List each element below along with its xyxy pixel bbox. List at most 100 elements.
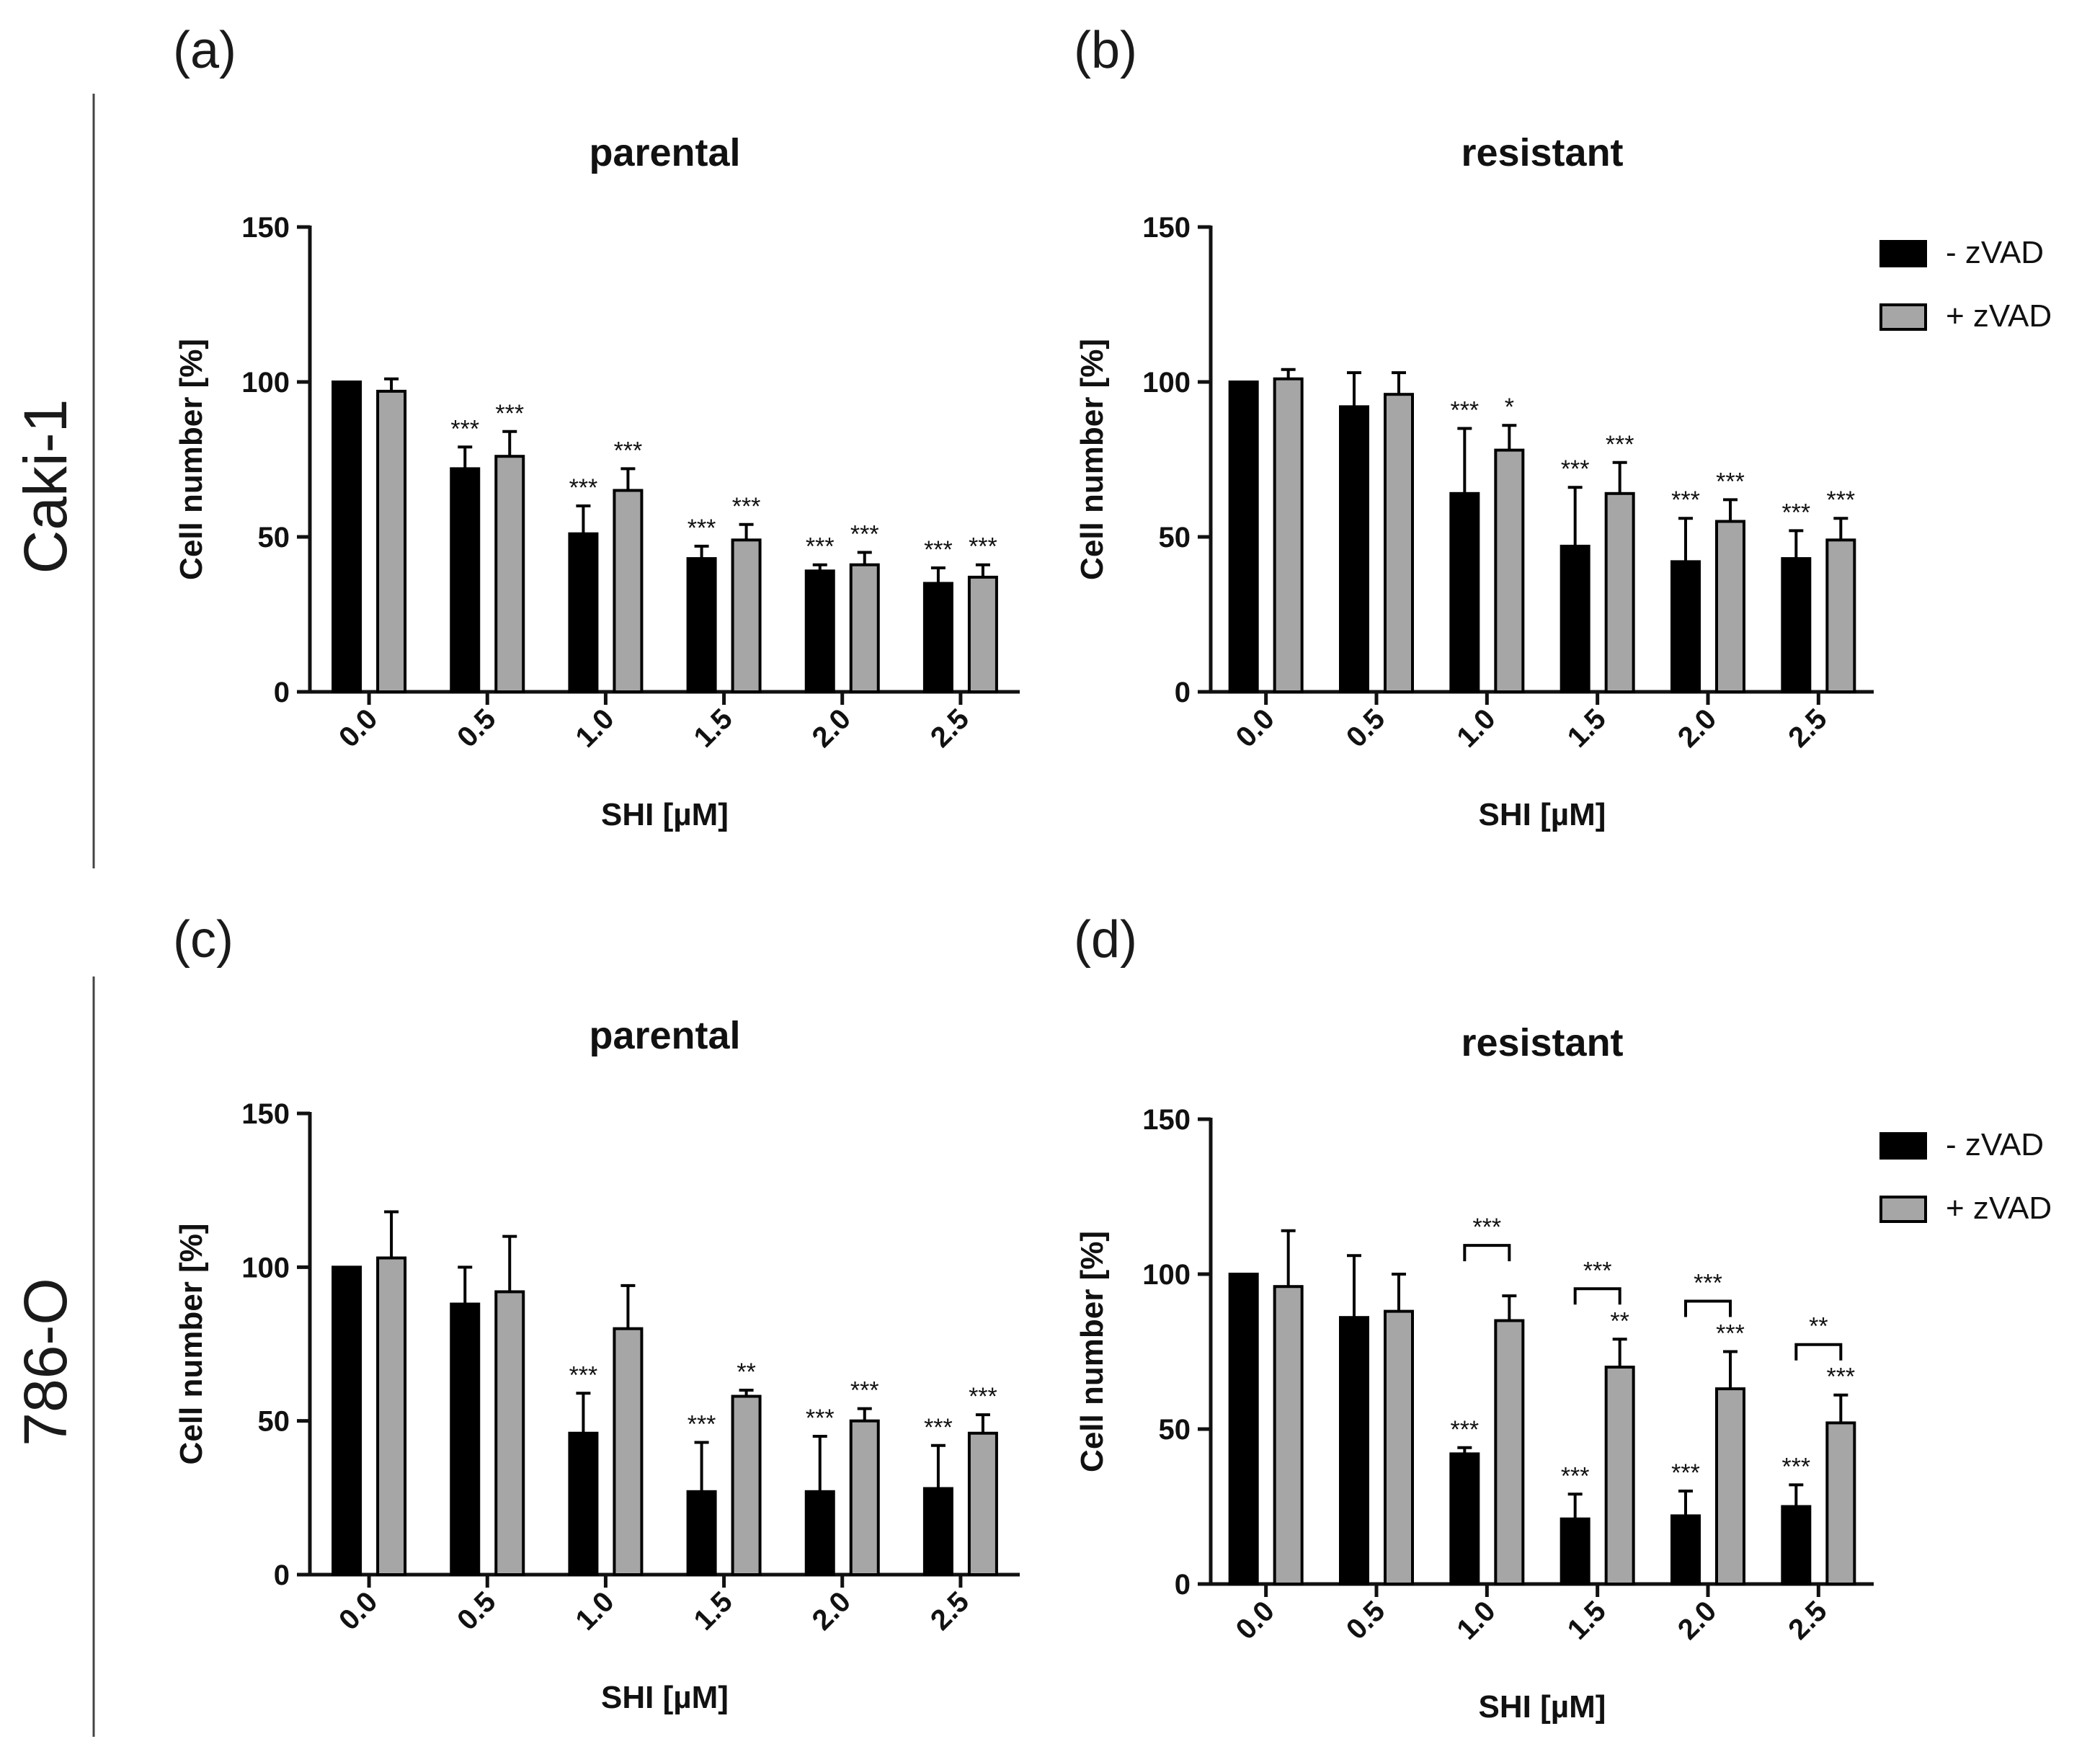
significance-label: *** — [969, 533, 997, 561]
x-tick-label: 1.0 — [569, 703, 620, 753]
x-tick-label: 1.0 — [1451, 1595, 1501, 1645]
x-tick-label: 2.0 — [806, 703, 857, 753]
x-tick-label: 1.5 — [1562, 703, 1612, 753]
panel-letter-d: (d) — [1074, 911, 1137, 969]
bar — [568, 532, 599, 694]
legend-swatch — [1879, 240, 1927, 267]
y-tick-label: 100 — [241, 367, 290, 399]
chart-title: resistant — [1461, 131, 1623, 174]
x-tick-label: 2.5 — [1782, 703, 1833, 753]
bar — [1560, 544, 1590, 694]
bar — [1670, 560, 1701, 694]
bar — [967, 1431, 998, 1576]
significance-label: *** — [1716, 1320, 1745, 1348]
legend-swatch — [1879, 1132, 1927, 1160]
panel-letter-a: (a) — [173, 22, 236, 79]
chart-a: parental 0 50 100 150 Cell number [%] 0.0 0.5 1.… — [174, 131, 1020, 832]
x-tick-label: 2.5 — [925, 1585, 975, 1636]
bar — [804, 569, 835, 693]
y-tick-label: 0 — [1175, 1569, 1191, 1601]
bar — [967, 575, 998, 694]
x-tick-label: 2.0 — [806, 1585, 857, 1636]
significance-label: *** — [614, 437, 643, 464]
bar — [804, 1490, 835, 1577]
x-axis-title: SHI [µM] — [601, 1680, 729, 1715]
chart-d: resistant 0 50 100 150 Cell number [%] 0.0 0.5 1… — [1075, 1021, 2052, 1725]
chart-b: resistant 0 50 100 150 Cell number [%] 0.0 0.5 1… — [1075, 131, 2052, 832]
bar — [376, 1256, 407, 1576]
bar — [1228, 381, 1259, 693]
bar — [332, 1265, 362, 1577]
bar — [1781, 557, 1812, 693]
y-tick-label: 100 — [241, 1252, 290, 1283]
significance-label: *** — [1606, 431, 1634, 458]
bar — [1228, 1273, 1259, 1585]
chart-title: resistant — [1461, 1021, 1623, 1064]
bar — [1494, 1319, 1525, 1585]
significance-label: *** — [924, 536, 953, 564]
bar — [686, 1490, 717, 1577]
comparison-bracket — [1573, 1287, 1621, 1305]
bar — [731, 538, 762, 693]
bar — [1494, 448, 1525, 693]
y-axis-title: Cell number [%] — [174, 1224, 209, 1465]
legend-label: - zVAD — [1946, 1127, 2044, 1162]
x-tick-label: 2.0 — [1672, 703, 1722, 753]
x-tick-label: 2.0 — [1672, 1595, 1722, 1645]
bar — [613, 489, 644, 693]
significance-label: *** — [1450, 397, 1479, 424]
significance-label: *** — [495, 400, 524, 427]
chart-title: parental — [589, 131, 740, 174]
x-tick-label: 0.0 — [1230, 703, 1281, 753]
panel-letter-b: (b) — [1074, 22, 1137, 79]
y-axis-title: Cell number [%] — [174, 339, 209, 580]
bar — [1449, 1452, 1480, 1586]
x-tick-label: 1.5 — [688, 703, 739, 753]
significance-label: *** — [1561, 1462, 1590, 1490]
bar — [1560, 1517, 1590, 1585]
bar — [494, 455, 525, 693]
bar — [1825, 538, 1856, 693]
y-tick-label: 100 — [1142, 1259, 1191, 1291]
bar — [1604, 1366, 1635, 1585]
x-tick-label: 0.5 — [451, 703, 502, 753]
y-tick-label: 0 — [274, 677, 290, 708]
y-axis-title: Cell number [%] — [1075, 1231, 1110, 1472]
significance-label: *** — [1671, 1459, 1700, 1487]
legend-swatch — [1879, 1196, 1927, 1223]
row-label-786-o: 786-O — [12, 1278, 79, 1446]
bar — [450, 467, 481, 694]
bracket-label: *** — [1694, 1270, 1722, 1297]
significance-label: *** — [1826, 1363, 1855, 1391]
y-tick-label: 0 — [1175, 677, 1191, 708]
significance-label: *** — [1561, 455, 1590, 483]
comparison-bracket — [1463, 1244, 1511, 1262]
x-tick-label: 1.0 — [1451, 703, 1501, 753]
bar — [1715, 520, 1745, 693]
bar — [1273, 1285, 1304, 1585]
chart-c: parental 0 50 100 150 Cell number [%] 0.0 0.5 1.… — [174, 1014, 1020, 1715]
bar — [1384, 393, 1414, 693]
y-tick-label: 50 — [1159, 1414, 1191, 1446]
bar — [1715, 1387, 1745, 1585]
significance-label: *** — [688, 515, 716, 542]
x-tick-label: 0.5 — [1340, 1595, 1391, 1645]
significance-label: *** — [1450, 1416, 1479, 1443]
significance-label: *** — [806, 1405, 835, 1432]
significance-label: *** — [806, 533, 835, 561]
y-tick-label: 100 — [1142, 367, 1191, 399]
y-tick-label: 50 — [258, 1406, 290, 1438]
bar — [1339, 405, 1369, 694]
x-tick-label: 2.5 — [925, 703, 975, 753]
y-tick-label: 0 — [274, 1560, 290, 1591]
bar — [922, 582, 953, 693]
legend-swatch — [1879, 303, 1927, 331]
bracket-label: ** — [1809, 1313, 1828, 1340]
bar — [1449, 491, 1480, 693]
significance-label: *** — [450, 415, 479, 442]
bar — [922, 1487, 953, 1577]
significance-label: *** — [569, 474, 598, 502]
bar — [332, 381, 362, 693]
x-axis-title: SHI [µM] — [1479, 797, 1606, 832]
bar — [849, 1419, 880, 1576]
